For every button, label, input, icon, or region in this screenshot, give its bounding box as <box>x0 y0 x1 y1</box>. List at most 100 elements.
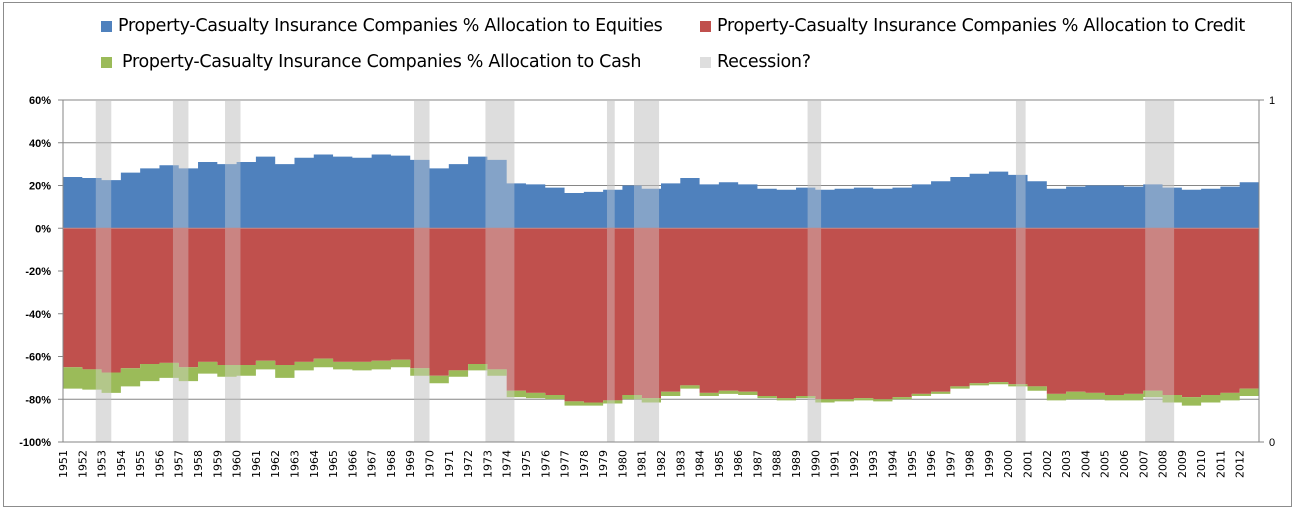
x-tick-label: 1956 <box>153 450 166 478</box>
x-tick-label: 1983 <box>674 450 687 478</box>
y-tick-label: -60% <box>25 352 51 364</box>
x-tick-label: 2012 <box>1234 450 1247 478</box>
x-tick-label: 2008 <box>1157 450 1170 478</box>
series-area-credit <box>63 228 1259 403</box>
x-tick-label: 1962 <box>269 450 282 478</box>
x-tick-label: 1997 <box>944 450 957 478</box>
legend-swatch-equities <box>101 20 112 32</box>
x-tick-label: 2004 <box>1079 450 1092 478</box>
legend-item-recession: Recession? <box>700 52 811 72</box>
x-tick-label: 1994 <box>886 450 899 478</box>
x-tick-label: 1960 <box>231 450 244 478</box>
x-tick-label: 1995 <box>906 450 919 478</box>
y2-axis-ticks: 10 <box>1259 95 1275 449</box>
legend-label-equities: Property-Casualty Insurance Companies % … <box>118 16 663 36</box>
x-tick-label: 1974 <box>501 450 514 478</box>
x-tick-label: 1977 <box>559 450 572 478</box>
x-tick-label: 1984 <box>694 450 707 478</box>
x-tick-label: 1951 <box>57 450 70 478</box>
x-tick-label: 1958 <box>192 450 205 478</box>
series-areas <box>63 154 1259 406</box>
x-tick-label: 1964 <box>308 450 321 478</box>
x-tick-label: 1952 <box>76 450 89 478</box>
recession-band-overlay <box>225 100 241 442</box>
x-tick-label: 2005 <box>1099 450 1112 478</box>
y2-tick-label: 1 <box>1269 95 1275 107</box>
axes <box>62 100 1260 443</box>
x-tick-label: 1985 <box>713 450 726 478</box>
x-tick-label: 1992 <box>848 450 861 478</box>
y-tick-label: -80% <box>25 394 51 406</box>
x-tick-label: 2009 <box>1176 450 1189 478</box>
x-tick-label: 1991 <box>829 450 842 478</box>
y2-tick-label: 0 <box>1269 437 1275 449</box>
legend-label-cash: Property-Casualty Insurance Companies % … <box>122 52 642 72</box>
legend-swatch-cash <box>101 56 112 68</box>
x-tick-label: 2011 <box>1214 450 1227 478</box>
x-tick-label: 1966 <box>346 450 359 478</box>
x-tick-label: 1957 <box>173 450 186 478</box>
x-tick-label: 1987 <box>751 450 764 478</box>
x-tick-label: 1967 <box>366 450 379 478</box>
x-tick-label: 1953 <box>96 450 109 478</box>
legend-label-recession: Recession? <box>717 52 811 72</box>
y-tick-label: 40% <box>29 138 51 150</box>
x-tick-label: 1979 <box>597 450 610 478</box>
x-tick-label: 1973 <box>481 450 494 478</box>
recession-overlay <box>95 100 1175 442</box>
x-tick-label: 1955 <box>134 450 147 478</box>
legend-item-cash: Property-Casualty Insurance Companies % … <box>101 52 641 72</box>
recession-band-overlay <box>95 100 112 442</box>
x-tick-label: 1954 <box>115 450 128 478</box>
x-tick-label: 1978 <box>578 450 591 478</box>
x-tick-label: 1965 <box>327 450 340 478</box>
legend-item-equities: Property-Casualty Insurance Companies % … <box>101 16 663 36</box>
y-tick-label: -40% <box>25 309 51 321</box>
x-tick-label: 1963 <box>288 450 301 478</box>
x-tick-label: 1988 <box>771 450 784 478</box>
x-tick-label: 2000 <box>1002 450 1015 478</box>
x-tick-label: 1993 <box>867 450 880 478</box>
x-tick-label: 1999 <box>983 450 996 478</box>
x-tick-label: 1982 <box>655 450 668 478</box>
x-tick-label: 1959 <box>211 450 224 478</box>
legend-item-credit: Property-Casualty Insurance Companies % … <box>700 16 1245 36</box>
x-tick-label: 1981 <box>636 450 649 478</box>
x-tick-label: 1961 <box>250 450 263 478</box>
x-tick-label: 1975 <box>520 450 533 478</box>
recession-band-overlay <box>172 100 189 442</box>
x-tick-label: 1976 <box>539 450 552 478</box>
x-tick-label: 1970 <box>424 450 437 478</box>
legend-swatch-recession <box>700 56 711 68</box>
x-tick-label: 2007 <box>1137 450 1150 478</box>
x-tick-label: 1969 <box>404 450 417 478</box>
recession-band-overlay <box>485 100 515 442</box>
x-tick-label: 2003 <box>1060 450 1073 478</box>
x-tick-label: 1980 <box>616 450 629 478</box>
legend-swatch-credit <box>700 20 711 32</box>
x-tick-label: 1968 <box>385 450 398 478</box>
series-area-equities <box>63 154 1259 229</box>
legend: Property-Casualty Insurance Companies % … <box>0 0 1295 90</box>
x-tick-label: 1986 <box>732 450 745 478</box>
recession-band-overlay <box>633 100 660 442</box>
y-tick-label: -20% <box>25 266 51 278</box>
legend-label-credit: Property-Casualty Insurance Companies % … <box>717 16 1245 36</box>
x-tick-label: 1972 <box>462 450 475 478</box>
recession-band-overlay <box>807 100 822 442</box>
x-tick-label: 2001 <box>1022 450 1035 478</box>
x-tick-label: 2002 <box>1041 450 1054 478</box>
x-tick-label: 1971 <box>443 450 456 478</box>
x-tick-label: 1990 <box>809 450 822 478</box>
x-tick-label: 1989 <box>790 450 803 478</box>
y-tick-label: 20% <box>29 181 51 193</box>
recession-band-overlay <box>1145 100 1175 442</box>
recession-band-overlay <box>1015 100 1026 442</box>
y-tick-label: 0% <box>35 223 51 235</box>
recession-band-overlay <box>414 100 430 442</box>
x-tick-label: 2010 <box>1195 450 1208 478</box>
recession-band-overlay <box>606 100 615 442</box>
x-axis-ticks: 1951 1952 1953 1954 1955 1956 1957 1958 1959 1960… <box>57 450 1247 478</box>
x-tick-label: 1996 <box>925 450 938 478</box>
